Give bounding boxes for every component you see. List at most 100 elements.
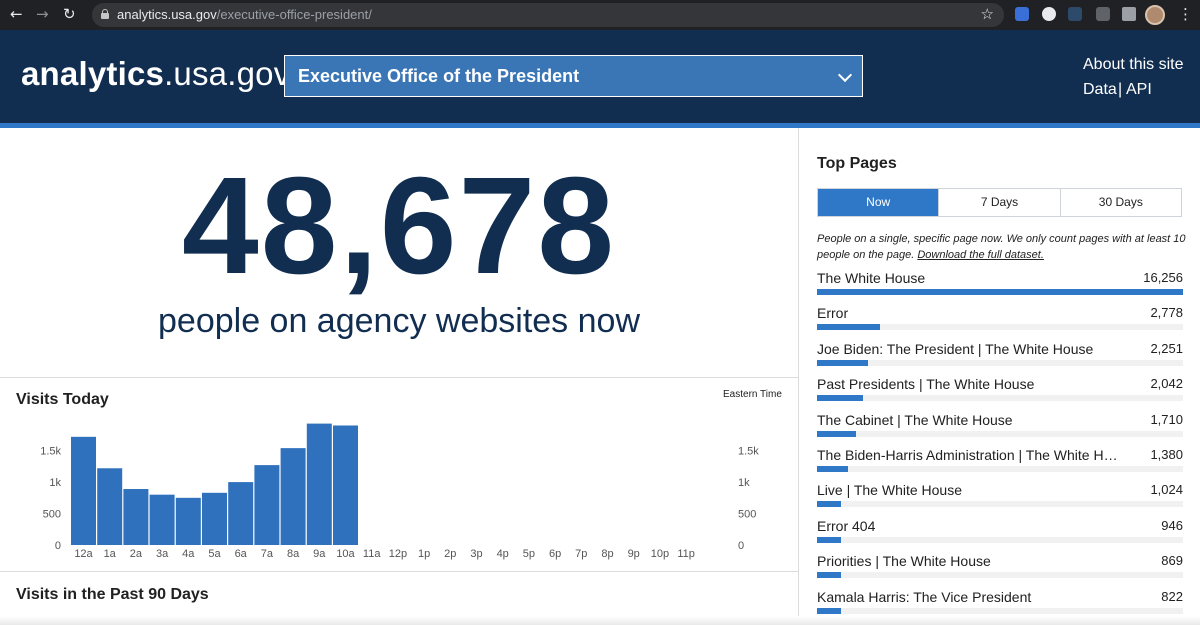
chart-bar [333, 425, 358, 545]
top-page-bar [817, 289, 1183, 295]
top-page-name[interactable]: Kamala Harris: The Vice President [817, 588, 1032, 605]
realtime-caption: people on agency websites now [158, 302, 640, 340]
top-page-name[interactable]: Error 404 [817, 517, 876, 534]
x-tick-label: 12a [74, 548, 93, 560]
x-tick-label: 10p [651, 548, 669, 560]
realtime-count: 48,678 [181, 149, 617, 303]
top-page-bar-track [817, 572, 1183, 579]
download-dataset-link[interactable]: Download the full dataset. [917, 249, 1044, 261]
top-page-row[interactable]: Kamala Harris: The Vice President 822 [817, 589, 1183, 619]
extension-icon[interactable] [1015, 7, 1029, 21]
top-page-bar [817, 395, 863, 402]
y-tick-label: 1.5k [40, 446, 61, 458]
chart-bar [228, 482, 254, 545]
top-page-count: 1,380 [1150, 447, 1183, 462]
extension-icon[interactable] [1042, 7, 1056, 21]
about-link[interactable]: About this site [1083, 56, 1184, 73]
top-page-name[interactable]: Live | The White House [817, 482, 963, 499]
top-page-name[interactable]: Past Presidents | The White House [817, 376, 1035, 393]
top-page-row[interactable]: Priorities | The White House 869 [817, 553, 1183, 583]
y-tick-label-right: 500 [738, 509, 756, 521]
reload-icon[interactable]: ↻ [63, 5, 76, 23]
x-tick-label: 9a [313, 548, 326, 560]
top-page-bar-track [817, 324, 1183, 331]
top-page-name[interactable]: Priorities | The White House [817, 553, 991, 570]
top-page-bar-track [817, 359, 1183, 366]
extension-icon[interactable] [1096, 7, 1110, 21]
agency-select[interactable]: Executive Office of the President [284, 55, 863, 97]
bookmark-star-icon[interactable]: ☆ [980, 5, 994, 23]
x-tick-label: 9p [628, 548, 640, 560]
top-page-row[interactable]: Error 2,778 [817, 305, 1183, 335]
chart-bar [123, 489, 149, 545]
chart-bar [306, 423, 332, 545]
api-link[interactable]: API [1126, 81, 1152, 98]
top-page-row[interactable]: Error 404 946 [817, 518, 1183, 548]
top-page-name[interactable]: Joe Biden: The President | The White Hou… [817, 340, 1094, 357]
top-page-bar-track [817, 466, 1183, 472]
top-page-bar-track [817, 395, 1183, 402]
url-host: analytics.usa.gov [117, 7, 217, 22]
chevron-down-icon [837, 67, 853, 83]
tab-30-days[interactable]: 30 Days [1059, 189, 1181, 216]
top-page-count: 2,251 [1150, 340, 1183, 356]
x-tick-label: 12p [389, 548, 407, 560]
x-tick-label: 11a [363, 548, 381, 560]
visits-90-title: Visits in the Past 90 Days [16, 586, 209, 603]
top-pages-tabs: Now 7 Days 30 Days [817, 188, 1182, 217]
top-pages-title: Top Pages [817, 155, 897, 172]
top-page-bar [817, 466, 849, 472]
section-divider [0, 377, 798, 378]
top-page-row[interactable]: Live | The White House 1,024 [817, 482, 1183, 512]
chart-bar [202, 492, 227, 545]
top-page-bar [817, 324, 880, 331]
top-page-row[interactable]: The White House 16,256 [817, 270, 1183, 300]
top-page-count: 869 [1161, 553, 1183, 569]
top-page-count: 822 [1161, 588, 1183, 604]
top-page-row[interactable]: The Biden-Harris Administration | The Wh… [817, 447, 1183, 477]
profile-avatar[interactable] [1145, 5, 1165, 25]
x-tick-label: 3p [470, 548, 482, 560]
chart-bar [175, 497, 201, 545]
top-page-name[interactable]: The Cabinet | The White House [817, 411, 1013, 428]
tab-now[interactable]: Now [818, 189, 939, 216]
top-page-row[interactable]: The Cabinet | The White House 1,710 [817, 412, 1183, 442]
x-tick-label: 7p [575, 548, 587, 560]
puzzle-extensions-icon[interactable] [1122, 7, 1136, 21]
top-page-bar-track [817, 430, 1183, 437]
top-page-row[interactable]: Past Presidents | The White House 2,042 [817, 376, 1183, 406]
top-page-row[interactable]: Joe Biden: The President | The White Hou… [817, 341, 1183, 371]
x-tick-label: 2a [130, 548, 143, 560]
top-page-bar [817, 430, 856, 437]
chart-bar [254, 465, 280, 545]
y-tick-label: 500 [43, 509, 61, 521]
x-tick-label: 7a [261, 548, 274, 560]
site-logo[interactable]: analytics.usa.gov [21, 55, 290, 93]
top-page-count: 946 [1161, 517, 1183, 533]
chart-bar [97, 468, 123, 545]
extension-icon[interactable] [1068, 7, 1082, 21]
url-text: analytics.usa.gov/executive-office-presi… [117, 7, 372, 22]
lock-icon[interactable] [101, 9, 109, 19]
chart-bar [71, 436, 96, 545]
top-page-name[interactable]: The Biden-Harris Administration | The Wh… [817, 447, 1122, 463]
header-stripe [0, 123, 1200, 128]
browser-toolbar: ← → ↻ analytics.usa.gov/executive-office… [0, 0, 1200, 30]
top-page-bar-track [817, 536, 1183, 543]
top-page-name[interactable]: The White House [817, 270, 926, 286]
x-tick-label: 1p [418, 548, 430, 560]
forward-arrow-icon[interactable]: → [36, 5, 49, 23]
data-link[interactable]: Data [1083, 81, 1117, 98]
tab-7-days[interactable]: 7 Days [938, 189, 1059, 216]
x-tick-label: 10a [336, 548, 355, 560]
x-tick-label: 1a [104, 548, 117, 560]
x-tick-label: 8a [287, 548, 300, 560]
address-bar[interactable]: analytics.usa.gov/executive-office-presi… [92, 3, 1004, 27]
top-page-bar-track [817, 607, 1183, 614]
top-page-count: 2,042 [1150, 376, 1183, 392]
top-page-name[interactable]: Error [817, 305, 849, 322]
top-page-bar [817, 572, 841, 579]
back-arrow-icon[interactable]: ← [10, 5, 23, 23]
x-tick-label: 11p [677, 548, 695, 560]
more-menu-icon[interactable]: ⋮ [1178, 5, 1193, 23]
